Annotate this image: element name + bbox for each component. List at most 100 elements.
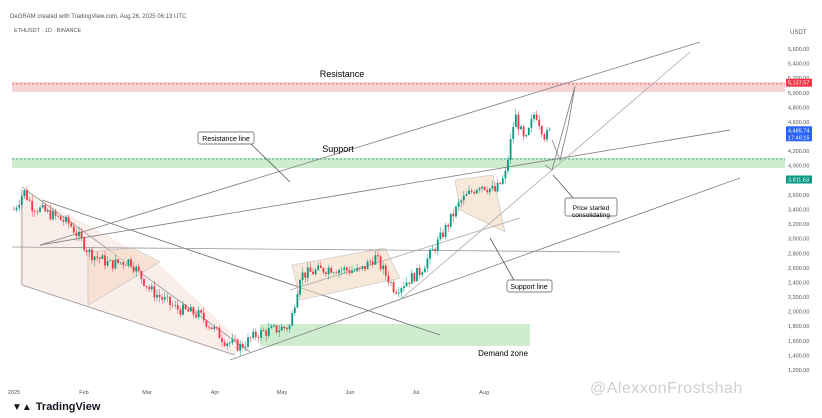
candle-body (78, 231, 80, 237)
horizontal-line (11, 246, 621, 253)
candle-body (54, 211, 57, 216)
resistance-line-pointer (249, 142, 291, 183)
candle-body (540, 126, 543, 135)
candle-body (374, 255, 377, 265)
candle-body (200, 310, 203, 313)
candle-body (93, 256, 96, 261)
candle-body (85, 250, 88, 252)
y-axis: 5,600.005,400.005,200.005,000.004,800.00… (788, 47, 809, 374)
candle-body (517, 114, 520, 130)
candle-body (70, 223, 73, 227)
candle-body (109, 260, 112, 261)
consolidation-callout-box (564, 197, 618, 217)
candle-body (434, 248, 437, 251)
candle-body (392, 282, 395, 293)
candle-body (158, 294, 161, 298)
candle-body (127, 259, 130, 266)
y-tick-label: 1,600.00 (788, 339, 809, 345)
price-tag-bg (786, 175, 812, 184)
mid-line (289, 217, 521, 291)
demand-zone (260, 324, 530, 346)
candle-body (252, 331, 255, 338)
resistance-line-inner (39, 129, 731, 246)
candle-body (278, 330, 281, 333)
y-tick-label: 2,200.00 (788, 295, 809, 301)
candle-body (187, 309, 190, 312)
candle-body (124, 265, 127, 266)
y-tick-label: 2,800.00 (788, 251, 809, 257)
candle-body (39, 207, 41, 212)
candle-body (335, 272, 338, 274)
candle-body (418, 267, 421, 275)
candle-body (478, 188, 481, 190)
candle-body (444, 225, 447, 237)
candle-body (33, 211, 36, 212)
candle-body (325, 272, 327, 274)
candle-body (20, 196, 23, 205)
candle-body (527, 127, 530, 135)
candle-body (533, 114, 535, 119)
candle-body (202, 312, 205, 321)
candle-body (322, 268, 325, 273)
candle-body (91, 249, 93, 261)
resistance-zone (12, 82, 785, 92)
candle-body (293, 307, 296, 314)
candle-body (117, 259, 119, 263)
support-zone (12, 158, 785, 168)
candle-body (429, 249, 431, 259)
candle-body (538, 119, 541, 126)
candle-body (486, 190, 489, 193)
descending-trendline (41, 199, 441, 336)
candle-body (494, 186, 496, 192)
candle-body (426, 258, 429, 269)
candle-body (179, 309, 182, 315)
y-tick-label: 4,600.00 (788, 120, 809, 126)
candle-body (36, 211, 39, 213)
rising-line-inner (399, 51, 691, 301)
candle-body (135, 266, 138, 272)
candle-body (309, 267, 312, 272)
candle-body (23, 190, 26, 197)
candle-body (265, 331, 268, 336)
candle-body (234, 339, 236, 340)
candle-body (408, 282, 411, 284)
candle-body (197, 310, 200, 318)
candle-body (44, 205, 47, 212)
candle-body (522, 126, 525, 137)
y-tick-label: 1,400.00 (788, 353, 809, 359)
candle-body (262, 330, 265, 331)
candle-body (223, 342, 226, 346)
x-tick-label: Aug (479, 390, 489, 396)
candle-body (356, 267, 359, 271)
candle-body (514, 114, 517, 127)
candle-body (509, 139, 512, 160)
price-tag: 3,811.63 (788, 178, 809, 184)
candle-body (143, 278, 145, 286)
tradingview-logo-icon: ▼▲ (12, 402, 32, 413)
candle-body (525, 135, 528, 137)
candle-body (397, 292, 400, 294)
candle-body (330, 267, 333, 273)
y-tick-label: 1,200.00 (788, 368, 809, 374)
y-tick-label: 2,400.00 (788, 281, 809, 287)
candle-body (280, 326, 283, 331)
candle-body (270, 326, 273, 329)
candle-body (520, 126, 522, 130)
candlesticks (13, 108, 551, 357)
candle-body (231, 339, 234, 343)
candle-body (195, 314, 197, 318)
consolidation-callout: Price started consolidating (572, 205, 610, 219)
y-tick-label: 4,000.00 (788, 164, 809, 170)
candle-body (166, 296, 169, 298)
candle-body (208, 326, 210, 328)
candle-body (299, 280, 301, 295)
candle-body (111, 260, 114, 269)
candle-body (371, 261, 374, 265)
candle-body (13, 209, 15, 211)
y-tick-label: 3,600.00 (788, 193, 809, 199)
candle-body (507, 159, 509, 171)
y-tick-label: 4,800.00 (788, 105, 809, 111)
candle-body (169, 296, 171, 305)
